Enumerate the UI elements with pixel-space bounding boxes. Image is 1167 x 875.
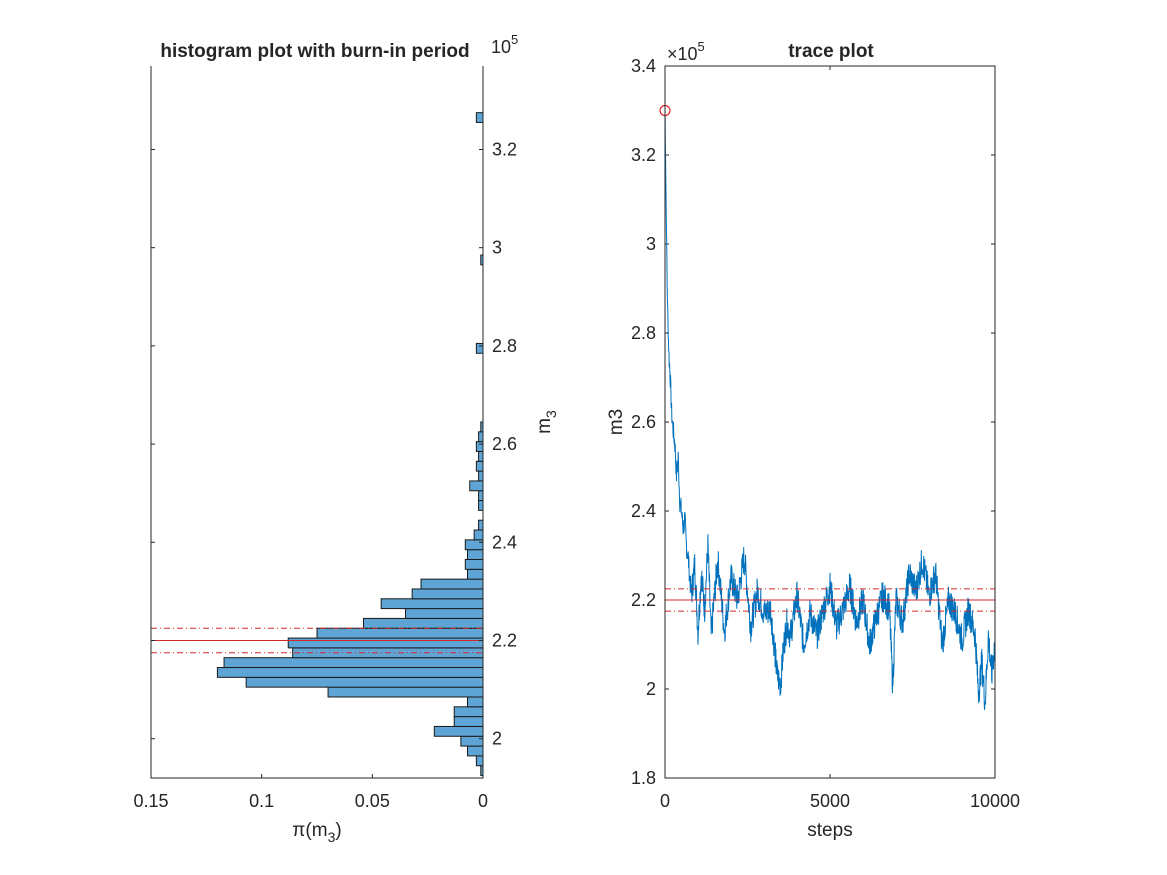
histogram-y-tick-label: 2.6 xyxy=(492,434,517,454)
histogram-y-tick-label: 2 xyxy=(492,729,502,749)
histogram-bar xyxy=(475,441,484,452)
histogram-bar xyxy=(287,637,484,649)
trace-y-tick-label: 2.4 xyxy=(631,501,656,521)
histogram-bar xyxy=(316,627,484,639)
histogram-bar xyxy=(453,716,484,727)
histogram-x-ticks: 0.15 0.1 0.05 0 xyxy=(133,774,488,811)
histogram-bar xyxy=(467,745,484,757)
histogram-x-tick-label: 0.1 xyxy=(249,791,274,811)
histogram-axes: 0.15 0.1 0.05 0 2 2.2 2.4 2.6 2.8 3 3.2 histogram… xyxy=(133,32,559,845)
histogram-bar xyxy=(475,112,484,123)
trace-y-exponent-base: 10 xyxy=(678,44,698,64)
histogram-x-tick-label: 0.05 xyxy=(355,791,390,811)
histogram-y-label-base: m xyxy=(534,418,555,434)
histogram-bar xyxy=(223,657,484,669)
trace-reference-lines xyxy=(665,588,995,612)
histogram-bar xyxy=(380,598,484,610)
histogram-x-tick-label: 0.15 xyxy=(133,791,168,811)
histogram-bar xyxy=(327,686,484,698)
trace-axis-frame xyxy=(664,65,996,779)
trace-y-tick-label: 2 xyxy=(646,679,656,699)
histogram-bar xyxy=(478,500,484,511)
histogram-y-tick-label: 2.2 xyxy=(492,631,517,651)
histogram-y-tick-label: 3 xyxy=(492,238,502,258)
histogram-bar xyxy=(478,450,484,462)
histogram-y-tick-label: 3.2 xyxy=(492,139,517,159)
trace-series-line xyxy=(664,110,996,711)
histogram-bar xyxy=(460,735,484,747)
trace-axes: 0 5000 10000 1.8 2 2.2 2.4 2.6 2.8 3 3.2 3.4 trace … xyxy=(606,39,1020,841)
histogram-bar xyxy=(475,460,484,472)
histogram-bar xyxy=(464,539,484,551)
histogram-bar xyxy=(478,470,484,482)
trace-y-tick-label: 2.2 xyxy=(631,590,656,610)
histogram-bar xyxy=(478,519,484,531)
histogram-bar xyxy=(411,588,484,600)
histogram-axis-frame xyxy=(150,66,484,779)
histogram-y-exponent-base: 10 xyxy=(491,37,511,57)
trace-y-tick-label: 3.4 xyxy=(631,56,656,76)
histogram-bar xyxy=(420,578,484,590)
trace-x-tick-label: 0 xyxy=(660,791,670,811)
trace-y-tick-label: 2.6 xyxy=(631,412,656,432)
trace-ticks: 0 5000 10000 1.8 2 2.2 2.4 2.6 2.8 3 3.2 3.4 xyxy=(631,56,1020,811)
histogram-bar xyxy=(467,568,484,580)
trace-x-tick-label: 5000 xyxy=(810,791,850,811)
trace-x-tick-label: 10000 xyxy=(970,791,1020,811)
histogram-bar xyxy=(467,696,484,708)
histogram-bar xyxy=(216,667,484,678)
histogram-y-tick-label: 2.4 xyxy=(492,532,517,552)
histogram-bar xyxy=(245,676,484,688)
histogram-bar xyxy=(469,480,484,492)
trace-y-label: m3 xyxy=(606,409,627,435)
histogram-bar xyxy=(453,706,484,718)
trace-title: trace plot xyxy=(788,41,874,62)
histogram-bar xyxy=(473,529,484,541)
histogram-y-exponent-sup: 5 xyxy=(511,32,518,47)
histogram-bar xyxy=(433,725,484,737)
histogram-bar xyxy=(467,549,484,560)
trace-x-label: steps xyxy=(807,820,852,841)
histogram-x-label-base: π(m xyxy=(292,820,327,841)
histogram-x-tick-label: 0 xyxy=(478,791,488,811)
histogram-bar xyxy=(362,617,484,629)
histogram-x-label-close: ) xyxy=(335,820,341,841)
trace-y-tick-label: 3 xyxy=(646,234,656,254)
histogram-bar xyxy=(478,490,484,502)
trace-y-tick-label: 2.8 xyxy=(631,323,656,343)
histogram-reference-lines xyxy=(151,627,483,654)
histogram-y-label-sub: 3 xyxy=(543,410,559,418)
histogram-bar xyxy=(478,431,484,443)
histogram-x-label: π(m3) xyxy=(292,820,341,845)
histogram-bar xyxy=(475,342,484,354)
histogram-y-exponent: 105 xyxy=(491,32,518,57)
trace-plot-area xyxy=(665,66,995,778)
histogram-y-label: m3 xyxy=(534,410,559,434)
trace-y-exponent-sup: 5 xyxy=(698,39,705,54)
trace-y-tick-label: 1.8 xyxy=(631,768,656,788)
histogram-y-tick-label: 2.8 xyxy=(492,336,517,356)
histogram-bar xyxy=(405,608,484,619)
trace-y-tick-label: 3.2 xyxy=(631,145,656,165)
trace-y-exponent: ×105 xyxy=(667,39,705,64)
histogram-bar xyxy=(475,755,484,767)
histogram-title: histogram plot with burn-in period xyxy=(160,41,469,62)
histogram-bar xyxy=(464,558,484,570)
trace-y-exponent-prefix: × xyxy=(667,44,678,64)
histogram-x-label-sub: 3 xyxy=(328,829,336,845)
histogram-y-ticks: 2 2.2 2.4 2.6 2.8 3 3.2 xyxy=(151,139,517,749)
